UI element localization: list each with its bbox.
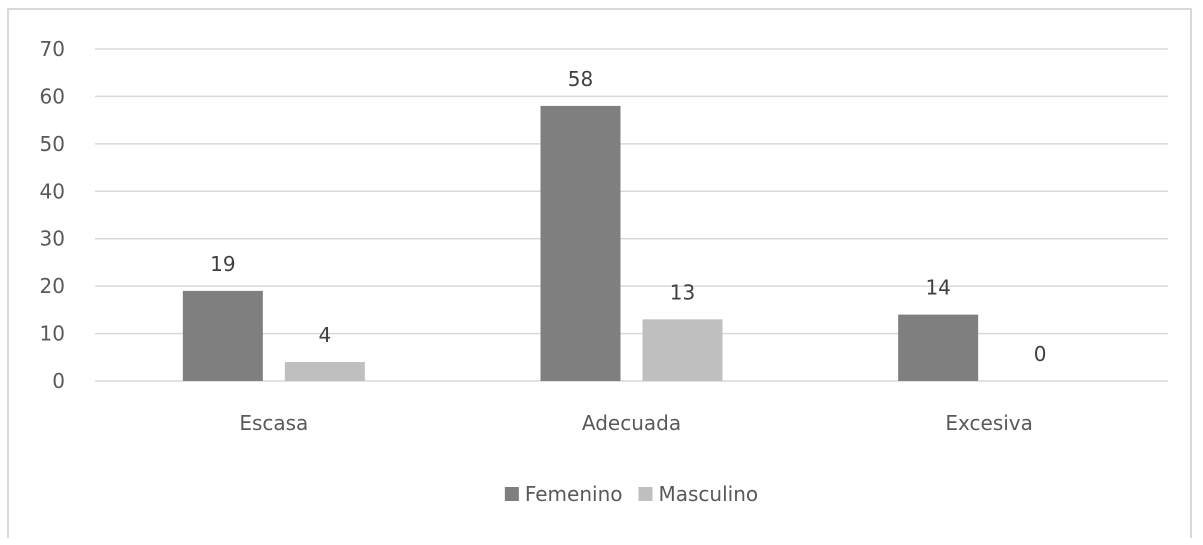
legend-swatch-femenino — [504, 487, 519, 501]
y-tick-label: 20 — [40, 274, 65, 298]
legend-swatch-masculino — [638, 487, 653, 501]
y-tick-label: 60 — [40, 84, 65, 108]
bar-femenino-escasa — [182, 290, 263, 381]
category-label: Excesiva — [945, 411, 1033, 435]
y-tick-label: 50 — [40, 132, 65, 156]
category-label: Escasa — [239, 411, 308, 435]
legend-label-femenino: Femenino — [525, 482, 623, 506]
bar-masculino-adecuada — [642, 319, 723, 381]
data-labels: 19 4 58 13 14 0 — [210, 67, 1046, 366]
category-label: Adecuada — [582, 411, 681, 435]
data-label: 19 — [210, 252, 235, 276]
y-tick-label: 30 — [40, 227, 65, 251]
data-label: 13 — [670, 280, 695, 304]
y-tick-label: 10 — [40, 322, 65, 346]
y-tick-label: 40 — [40, 179, 65, 203]
bar-femenino-adecuada — [540, 105, 621, 382]
data-label: 4 — [318, 323, 331, 347]
y-axis-ticks: 0 10 20 30 40 50 60 70 — [40, 37, 65, 393]
y-tick-label: 70 — [40, 37, 65, 61]
gridlines — [95, 48, 1168, 382]
legend: Femenino Masculino — [504, 482, 759, 506]
data-label: 58 — [568, 67, 593, 91]
bar-femenino-excesiva — [898, 314, 979, 381]
x-axis-categories: Escasa Adecuada Excesiva — [239, 411, 1033, 435]
bar-masculino-escasa — [284, 362, 365, 381]
data-label: 0 — [1034, 342, 1047, 366]
y-tick-label: 0 — [52, 369, 65, 393]
bars — [182, 105, 979, 382]
legend-label-masculino: Masculino — [659, 482, 759, 506]
data-label: 14 — [925, 276, 950, 300]
